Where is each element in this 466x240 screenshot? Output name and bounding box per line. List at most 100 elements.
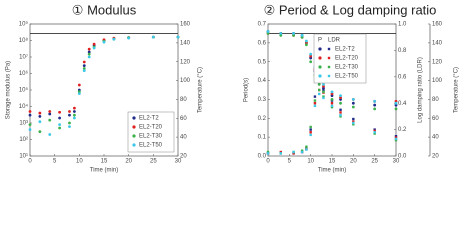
y-tick-label: 0.4 bbox=[258, 78, 267, 84]
chart-title: ② Period & Log damping ratio bbox=[264, 2, 437, 17]
x-tick-label: 15 bbox=[101, 159, 108, 165]
data-point bbox=[373, 103, 377, 107]
y-tick-label: 0.0 bbox=[258, 154, 267, 160]
data-point bbox=[68, 113, 71, 117]
data-point bbox=[102, 40, 106, 44]
ldr-point bbox=[322, 96, 325, 100]
x-axis-title: Time (min) bbox=[90, 168, 118, 174]
y-tick-label: 10⁴ bbox=[19, 103, 29, 110]
y2ticks-tick-label: 0.6 bbox=[398, 74, 407, 80]
data-point bbox=[82, 60, 86, 64]
y2ticks-tick-label: 0.0 bbox=[398, 154, 407, 160]
data-point bbox=[58, 123, 61, 126]
ldr-point bbox=[318, 92, 321, 96]
data-point bbox=[87, 50, 91, 54]
y-tick-label: 10³ bbox=[19, 121, 28, 127]
legend-label: EL2-T20 bbox=[139, 125, 163, 131]
x-tick-label: 15 bbox=[329, 159, 336, 165]
ldr-point bbox=[373, 132, 376, 135]
y-tick-label: 10⁶ bbox=[19, 70, 29, 77]
ldr-point bbox=[300, 149, 304, 152]
ldr-point bbox=[352, 123, 355, 126]
y-tick-label: 10² bbox=[19, 137, 28, 143]
ldr-point bbox=[339, 115, 342, 118]
data-point bbox=[322, 82, 325, 86]
y3ticks-tick-label: 120 bbox=[432, 59, 443, 65]
data-point bbox=[394, 101, 398, 105]
legend-header: LDR bbox=[328, 38, 341, 44]
ldr-point bbox=[373, 129, 376, 133]
legend-marker bbox=[318, 47, 322, 51]
data-point bbox=[322, 90, 325, 94]
data-point bbox=[292, 32, 295, 35]
ldr-point bbox=[300, 150, 304, 154]
y-tick-label: 0.6 bbox=[258, 40, 267, 46]
y-axis-title: Storage modulus (Pa) bbox=[6, 61, 12, 119]
y-tick-label: 0.5 bbox=[258, 59, 267, 65]
data-point bbox=[151, 35, 155, 39]
data-point bbox=[394, 107, 398, 111]
data-point bbox=[305, 39, 308, 43]
ldr-point bbox=[352, 117, 355, 121]
legend-marker bbox=[318, 56, 322, 60]
data-point bbox=[351, 105, 355, 109]
y2-axis-title: Temperature (°C) bbox=[198, 67, 204, 113]
data-point bbox=[309, 60, 313, 64]
data-point bbox=[92, 46, 96, 50]
figure: ① Modulus 0 5 10 15 20 25 30 10¹ 10² 10³ 10⁴ 10⁵ 10⁶ 1… bbox=[6, 2, 460, 174]
data-point bbox=[48, 110, 52, 113]
legend-label: EL2-T20 bbox=[335, 56, 359, 62]
y2ticks-tick-label: 100 bbox=[180, 78, 191, 84]
ldr-point bbox=[266, 150, 270, 154]
legend-marker bbox=[318, 74, 322, 78]
ldr-point bbox=[373, 131, 376, 134]
x-tick-label: 0 bbox=[266, 159, 270, 165]
data-point bbox=[77, 90, 81, 93]
x-tick-label: 25 bbox=[371, 159, 378, 165]
ldr-point bbox=[313, 99, 317, 102]
y-tick-label: 10⁹ bbox=[19, 21, 29, 28]
y3ticks-tick-label: 20 bbox=[432, 154, 439, 160]
x-tick-label: 30 bbox=[393, 159, 400, 165]
y2-axis-title: Log damping ratio (LDR) bbox=[418, 57, 424, 123]
data-point bbox=[87, 47, 91, 51]
data-point bbox=[300, 33, 304, 37]
y-tick-label: 10⁸ bbox=[19, 37, 29, 44]
ldr-point bbox=[339, 108, 342, 111]
ldr-point bbox=[313, 104, 317, 108]
legend-marker bbox=[132, 125, 136, 129]
data-point bbox=[58, 126, 61, 130]
legend-marker bbox=[327, 47, 331, 51]
data-point bbox=[112, 37, 116, 41]
data-point bbox=[279, 32, 283, 35]
ldr-point bbox=[394, 138, 398, 142]
ldr-point bbox=[394, 135, 398, 138]
ldr-point bbox=[313, 95, 317, 98]
data-point bbox=[38, 115, 42, 118]
data-point bbox=[38, 120, 42, 124]
ldr-point bbox=[394, 137, 398, 141]
ldr-point bbox=[322, 95, 325, 98]
y2ticks-tick-label: 1.0 bbox=[398, 22, 407, 28]
ldr-point bbox=[352, 121, 355, 125]
y3ticks-tick-label: 60 bbox=[432, 116, 439, 122]
data-point bbox=[73, 110, 76, 113]
ldr-point bbox=[309, 133, 312, 137]
y3ticks-tick-label: 140 bbox=[432, 40, 443, 46]
data-point bbox=[87, 55, 91, 59]
data-point bbox=[176, 35, 180, 39]
data-point bbox=[339, 101, 342, 105]
x-axis-title: Time (min) bbox=[318, 168, 346, 174]
x-tick-label: 20 bbox=[350, 159, 357, 165]
ldr-point bbox=[279, 152, 282, 155]
x-tick-label: 5 bbox=[53, 159, 57, 165]
ldr-point bbox=[322, 88, 325, 92]
data-point bbox=[28, 113, 32, 117]
legend-box bbox=[127, 111, 175, 153]
legend-marker bbox=[327, 56, 331, 60]
data-point bbox=[77, 83, 81, 87]
legend-label: EL2-T30 bbox=[139, 134, 163, 140]
data-point bbox=[305, 43, 308, 47]
data-point bbox=[266, 30, 270, 33]
ldr-point bbox=[352, 120, 355, 123]
